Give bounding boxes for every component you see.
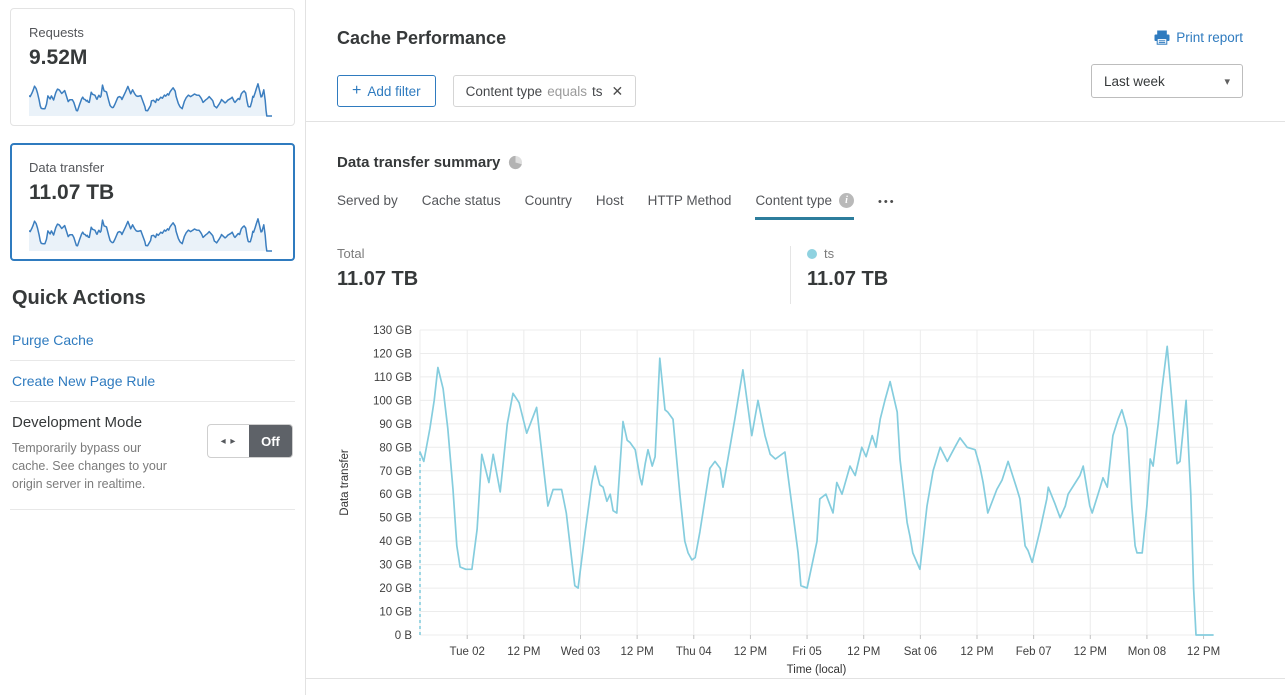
main-header: Cache Performance Print report + Add fil…	[306, 0, 1285, 122]
y-tick-label: 130 GB	[373, 325, 412, 337]
quick-actions-title: Quick Actions	[12, 287, 146, 309]
total-label: Total	[337, 246, 365, 261]
toggle-state-label: Off	[249, 425, 292, 457]
toggle-arrows-icon: ◂ ▸	[220, 435, 237, 447]
series-line-ts	[419, 345, 1214, 636]
total-stat: Total 11.07 TB	[337, 246, 790, 304]
info-icon[interactable]: i	[839, 193, 854, 208]
tab-country[interactable]: Country	[524, 193, 572, 208]
sparkline-fill	[29, 83, 272, 116]
x-tick-label: Feb 07	[1016, 646, 1052, 658]
x-tick-label: Fri 05	[792, 646, 821, 658]
quick-action-create-new-page-rule[interactable]: Create New Page Rule	[10, 361, 295, 402]
sparkline-line	[29, 83, 272, 117]
stat-card-data-transfer[interactable]: Data transfer 11.07 TB	[10, 143, 295, 261]
series-stat-ts: ts 11.07 TB	[790, 246, 888, 304]
tab-http-method[interactable]: HTTP Method	[647, 193, 732, 208]
y-tick-label: 0 B	[395, 630, 413, 642]
development-mode-block: Development Mode Temporarily bypass our …	[10, 402, 295, 510]
y-tick-label: 20 GB	[379, 583, 412, 595]
x-tick-label: Tue 02	[450, 646, 485, 658]
requests-label: Requests	[29, 25, 84, 40]
tab-cache-status[interactable]: Cache status	[421, 193, 501, 208]
tab-host[interactable]: Host	[595, 193, 624, 208]
quick-actions-links: Purge Cache Create New Page Rule	[10, 320, 295, 402]
y-tick-label: 10 GB	[379, 607, 412, 619]
total-value: 11.07 TB	[337, 268, 419, 290]
summary-title: Data transfer summary	[337, 154, 501, 171]
quick-action-purge-cache[interactable]: Purge Cache	[10, 320, 295, 361]
x-tick-label: 12 PM	[507, 646, 540, 658]
summary-section: Data transfer summary Served by Cache sta…	[306, 122, 1285, 679]
stat-card-requests[interactable]: Requests 9.52M	[10, 8, 295, 126]
stats-row: Total 11.07 TB ts 11.07 TB	[337, 246, 1243, 304]
summary-tabs: Served by Cache status Country Host HTTP Met…	[337, 193, 1243, 220]
series-name: ts	[824, 246, 835, 261]
data-transfer-line-chart[interactable]: 0 B 10 GB 20 GB 30 GB 40 GB 50 GB 60 GB 70 GB 80…	[337, 322, 1243, 678]
filter-field: Content type	[465, 83, 543, 99]
add-filter-button[interactable]: + Add filter	[337, 75, 436, 107]
remove-filter-icon[interactable]: ✕	[611, 82, 624, 99]
requests-value: 9.52M	[29, 46, 88, 69]
x-tick-label: 12 PM	[734, 646, 767, 658]
tab-content-type[interactable]: Content type i	[755, 193, 854, 220]
filter-row: + Add filter Content type equals ts ✕	[337, 75, 1243, 107]
chart-area[interactable]: 0 B 10 GB 20 GB 30 GB 40 GB 50 GB 60 GB 70 GB 80…	[337, 322, 1243, 678]
time-range-select[interactable]: Last week ▾	[1091, 64, 1243, 98]
x-tick-label: 12 PM	[960, 646, 993, 658]
requests-sparkline	[29, 83, 272, 117]
sidebar: Requests 9.52M Data transfer 11.07 TB Qu…	[0, 0, 306, 695]
more-tabs-icon[interactable]: •••	[878, 196, 896, 208]
y-tick-label: 120 GB	[373, 348, 412, 360]
sparkline-line	[29, 218, 272, 252]
series-value: 11.07 TB	[807, 268, 889, 290]
print-report-label: Print report	[1176, 30, 1243, 45]
plus-icon: +	[352, 82, 362, 99]
x-axis-title: Time (local)	[787, 664, 847, 676]
filter-chip-content-type[interactable]: Content type equals ts ✕	[452, 75, 637, 107]
y-axis-title: Data transfer	[339, 449, 351, 516]
page-title: Cache Performance	[337, 28, 507, 48]
x-tick-label: 12 PM	[1187, 646, 1220, 658]
sparkline-fill	[29, 218, 272, 251]
main-panel: Cache Performance Print report + Add fil…	[306, 0, 1285, 695]
x-tick-label: Mon 08	[1128, 646, 1166, 658]
development-mode-title: Development Mode	[12, 414, 143, 431]
series-legend: ts	[807, 246, 888, 261]
summary-title-row: Data transfer summary	[337, 154, 1243, 171]
x-tick-label: Sat 06	[904, 646, 937, 658]
development-mode-toggle[interactable]: ◂ ▸ Off	[207, 424, 293, 458]
filter-operator: equals	[547, 83, 587, 99]
print-report-link[interactable]: Print report	[1154, 30, 1243, 45]
pie-chart-icon	[509, 155, 523, 170]
chevron-down-icon: ▾	[1224, 75, 1230, 88]
add-filter-label: Add filter	[367, 83, 421, 99]
filter-value: ts	[591, 83, 603, 99]
data-transfer-value: 11.07 TB	[29, 181, 115, 204]
y-tick-label: 30 GB	[379, 560, 412, 572]
development-mode-description: Temporarily bypass our cache. See change…	[12, 441, 167, 491]
y-tick-label: 50 GB	[379, 513, 412, 525]
x-tick-label: 12 PM	[847, 646, 880, 658]
time-range-value: Last week	[1104, 73, 1165, 89]
y-tick-label: 90 GB	[379, 419, 412, 431]
data-transfer-label: Data transfer	[29, 160, 105, 175]
y-tick-label: 60 GB	[379, 489, 412, 501]
y-tick-label: 100 GB	[373, 395, 412, 407]
y-tick-label: 70 GB	[379, 466, 412, 478]
data-transfer-sparkline	[29, 218, 272, 252]
x-tick-label: 12 PM	[1074, 646, 1107, 658]
tab-served-by[interactable]: Served by	[337, 193, 398, 208]
x-tick-label: Thu 04	[676, 646, 712, 658]
x-tick-label: 12 PM	[621, 646, 654, 658]
y-tick-label: 80 GB	[379, 442, 412, 454]
y-tick-label: 40 GB	[379, 536, 412, 548]
y-tick-label: 110 GB	[374, 372, 412, 384]
printer-icon	[1154, 30, 1170, 45]
x-tick-label: Wed 03	[561, 646, 600, 658]
legend-dot-ts	[807, 248, 817, 259]
